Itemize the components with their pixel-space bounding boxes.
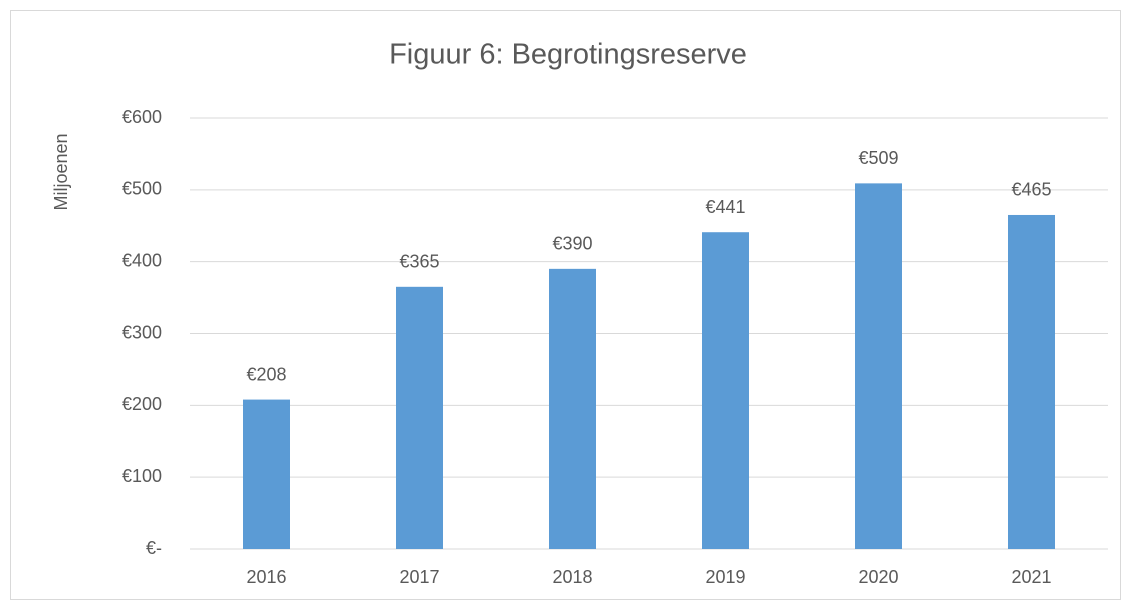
bar [702,232,749,549]
data-label: €441 [705,197,745,217]
x-tick-label: 2020 [858,567,898,587]
chart-title: Figuur 6: Begrotingsreserve [389,39,747,71]
data-label: €365 [399,252,439,272]
y-tick-label: €500 [122,179,162,199]
bar [549,268,596,549]
bar [855,183,902,549]
bar [1008,214,1055,549]
y-tick-label: €600 [122,107,162,127]
data-label: €208 [246,364,286,384]
x-tick-label: 2016 [246,567,286,587]
y-tick-label: €200 [122,394,162,414]
data-label: €465 [1011,180,1051,200]
y-tick-label: €300 [122,322,162,342]
bar [243,399,290,549]
x-tick-label: 2018 [552,567,592,587]
y-tick-label: €100 [122,466,162,486]
y-tick-label: €- [146,538,162,558]
y-tick-label: €400 [122,250,162,270]
data-label: €509 [858,148,898,168]
x-tick-label: 2019 [705,567,745,587]
x-tick-label: 2021 [1011,567,1051,587]
data-label: €390 [552,234,592,254]
y-axis-label: Miljoenen [51,133,71,210]
x-tick-label: 2017 [399,567,439,587]
bar [396,286,443,549]
